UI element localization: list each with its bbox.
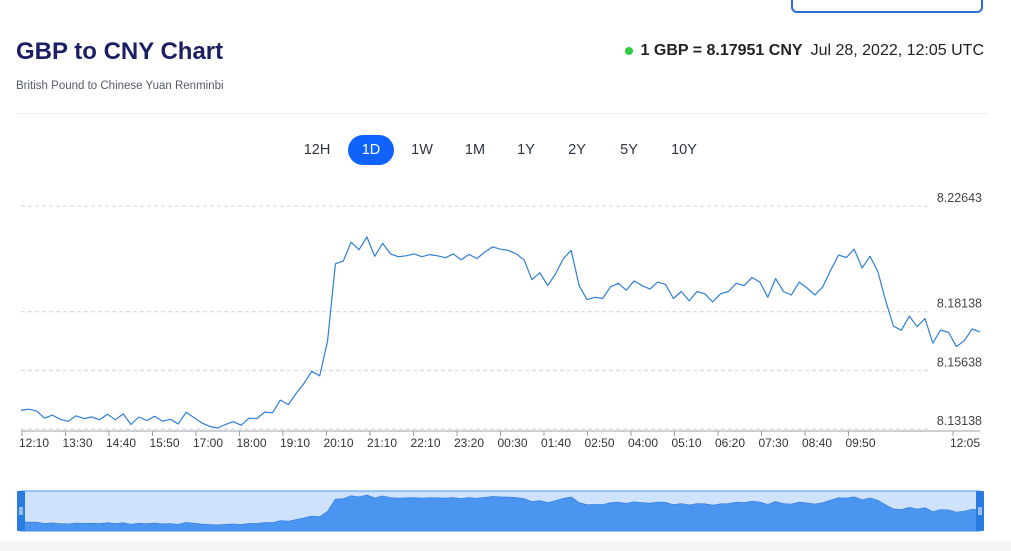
x-tick-label: 21:10 xyxy=(367,436,397,450)
x-tick-label: 14:40 xyxy=(106,436,136,450)
x-tick-label: 07:30 xyxy=(758,436,788,450)
range-button-1y[interactable]: 1Y xyxy=(517,142,535,158)
x-tick-label: 22:10 xyxy=(410,436,440,450)
bottom-strip xyxy=(0,541,1011,551)
range-button-1d[interactable]: 1D xyxy=(348,135,394,165)
rate-value: 1 GBP = 8.17951 CNY xyxy=(640,42,803,59)
y-tick-label: 8.15638 xyxy=(937,355,982,369)
rate-timestamp: Jul 28, 2022, 12:05 UTC xyxy=(810,42,984,59)
page-title: GBP to CNY Chart xyxy=(16,38,224,65)
x-tick-label: 13:30 xyxy=(62,436,92,450)
range-button-10y[interactable]: 10Y xyxy=(671,142,697,158)
x-tick-label: 05:10 xyxy=(671,436,701,450)
x-tick-label: 12:05 xyxy=(950,436,980,450)
top-search-box[interactable] xyxy=(791,0,983,13)
navigator-handle-left[interactable] xyxy=(17,491,25,531)
x-tick-label: 02:50 xyxy=(584,436,614,450)
live-indicator-icon xyxy=(624,47,633,55)
navigator-area xyxy=(20,494,981,532)
current-rate: 1 GBP = 8.17951 CNY Jul 28, 2022, 12:05 … xyxy=(624,42,984,60)
range-button-1m[interactable]: 1M xyxy=(464,142,486,158)
x-tick-label: 15:50 xyxy=(149,436,179,450)
x-tick-label: 19:10 xyxy=(280,436,310,450)
header-divider xyxy=(16,113,989,114)
x-tick-label: 20:10 xyxy=(323,436,353,450)
series-line xyxy=(20,236,981,429)
y-tick-label: 8.22643 xyxy=(937,191,982,205)
x-tick-label: 12:10 xyxy=(19,436,49,450)
x-tick-label: 01:40 xyxy=(541,436,571,450)
x-tick-label: 23:20 xyxy=(454,436,484,450)
x-tick-label: 00:30 xyxy=(497,436,527,450)
range-button-2y[interactable]: 2Y xyxy=(568,142,586,158)
x-tick-label: 06:20 xyxy=(715,436,745,450)
time-range-selector: 12H 1D 1W 1M 1Y 2Y 5Y 10Y xyxy=(0,135,1011,165)
range-button-12h[interactable]: 12H xyxy=(303,142,331,158)
page-subtitle: British Pound to Chinese Yuan Renminbi xyxy=(16,80,224,92)
x-tick-label: 17:00 xyxy=(193,436,223,450)
navigator-handle-right[interactable] xyxy=(976,491,984,531)
x-tick-label: 18:00 xyxy=(236,436,266,450)
x-tick-label: 09:50 xyxy=(845,436,875,450)
range-button-1w[interactable]: 1W xyxy=(411,142,433,158)
x-tick-label: 04:00 xyxy=(628,436,658,450)
y-tick-label: 8.18138 xyxy=(937,297,982,311)
x-tick-label: 08:40 xyxy=(802,436,832,450)
y-tick-label: 8.13138 xyxy=(937,414,982,428)
range-button-5y[interactable]: 5Y xyxy=(620,142,638,158)
